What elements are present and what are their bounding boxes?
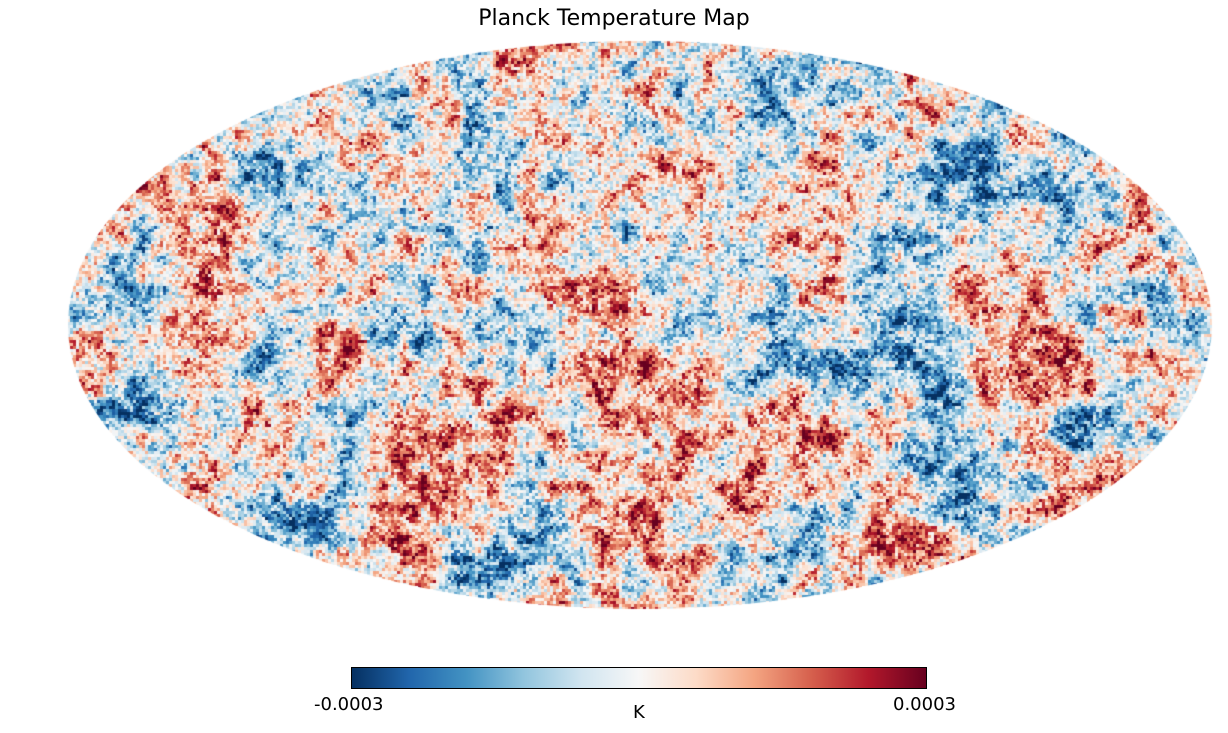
colorbar-max-label: 0.0003: [893, 694, 956, 715]
sky-map-mollweide: [67, 40, 1213, 610]
map-title: Planck Temperature Map: [478, 6, 750, 31]
colorbar: [351, 667, 927, 689]
colorbar-unit-label: K: [633, 702, 645, 723]
colorbar-min-label: -0.0003: [314, 694, 384, 715]
